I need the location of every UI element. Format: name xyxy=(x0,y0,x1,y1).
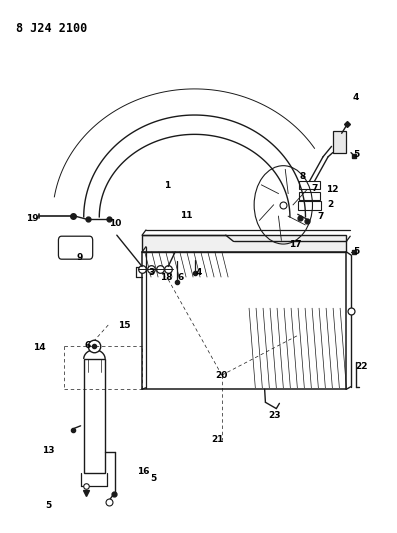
Text: 7: 7 xyxy=(311,184,318,192)
Text: 8: 8 xyxy=(300,172,306,181)
Text: 8 J24 2100: 8 J24 2100 xyxy=(15,22,87,35)
FancyBboxPatch shape xyxy=(58,236,93,259)
Text: 9: 9 xyxy=(77,253,83,262)
Text: 19: 19 xyxy=(26,214,38,223)
Text: 11: 11 xyxy=(180,211,192,220)
Text: 5: 5 xyxy=(353,247,359,256)
Bar xyxy=(299,181,320,189)
Text: 5: 5 xyxy=(46,501,52,510)
Text: 4: 4 xyxy=(195,268,202,277)
Text: 15: 15 xyxy=(118,320,131,329)
Text: 4: 4 xyxy=(353,93,359,102)
Text: 6: 6 xyxy=(85,342,91,350)
Text: 21: 21 xyxy=(211,435,224,445)
Text: 10: 10 xyxy=(109,219,121,228)
Text: 3: 3 xyxy=(149,268,155,277)
Text: 14: 14 xyxy=(33,343,46,352)
Bar xyxy=(298,201,321,210)
Text: 18: 18 xyxy=(160,273,173,282)
Text: 5: 5 xyxy=(150,473,157,482)
Text: 22: 22 xyxy=(355,362,367,372)
Text: 23: 23 xyxy=(268,411,281,420)
Bar xyxy=(299,192,320,200)
Bar xyxy=(142,235,346,252)
Text: 2: 2 xyxy=(328,200,334,209)
Text: 7: 7 xyxy=(318,212,324,221)
Text: 16: 16 xyxy=(137,467,150,476)
Text: 5: 5 xyxy=(353,150,359,159)
Text: 12: 12 xyxy=(326,185,339,193)
Text: 6: 6 xyxy=(178,273,184,282)
Text: 13: 13 xyxy=(42,446,55,455)
Bar xyxy=(84,359,105,473)
Text: 20: 20 xyxy=(215,370,227,379)
Text: 1: 1 xyxy=(164,181,170,190)
Text: 17: 17 xyxy=(289,240,301,249)
Bar xyxy=(333,131,346,152)
